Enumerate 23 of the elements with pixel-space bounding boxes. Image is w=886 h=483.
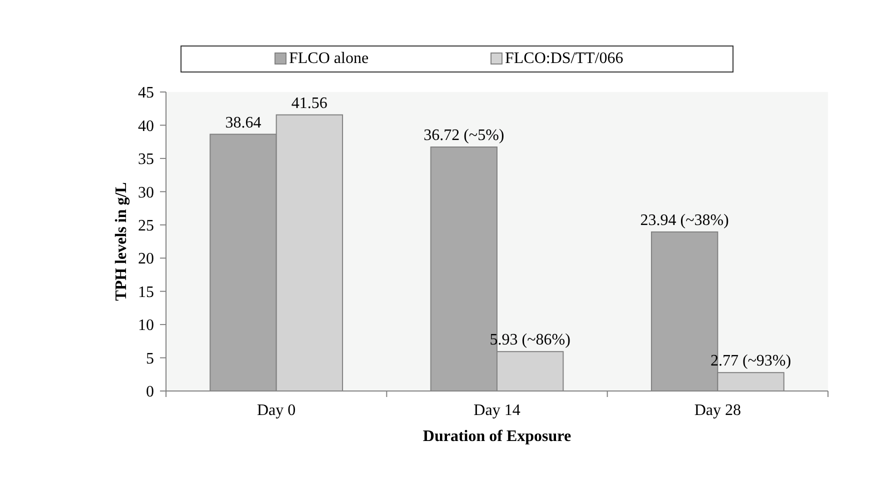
y-tick-label: 20 bbox=[138, 250, 154, 268]
y-axis-title: TPH levels in g/L bbox=[113, 182, 130, 301]
x-tick-label: Day 0 bbox=[257, 402, 296, 419]
y-tick-label: 0 bbox=[146, 384, 154, 401]
y-tick-label: 40 bbox=[138, 118, 154, 135]
x-tick-label: Day 14 bbox=[474, 402, 520, 419]
y-tick-label: 5 bbox=[146, 350, 154, 368]
data-label: 36.72 (~5%) bbox=[424, 127, 504, 144]
y-tick-label: 35 bbox=[138, 151, 154, 168]
data-label: 41.56 bbox=[291, 94, 328, 112]
x-axis-title: Duration of Exposure bbox=[422, 428, 572, 445]
y-tick-label: 45 bbox=[138, 84, 154, 102]
data-label: 5.93 (~86%) bbox=[490, 332, 570, 349]
legend-label: FLCO:DS/TT/066 bbox=[505, 50, 624, 67]
data-label: 38.64 bbox=[225, 114, 262, 132]
legend-label: FLCO alone bbox=[289, 50, 369, 67]
y-tick-label: 15 bbox=[138, 284, 154, 301]
data-label: 23.94 (~38%) bbox=[640, 212, 729, 229]
y-tick-label: 10 bbox=[138, 317, 154, 334]
y-tick-label: 25 bbox=[138, 217, 154, 234]
y-tick-label: 30 bbox=[138, 184, 154, 202]
x-tick-label: Day 28 bbox=[694, 402, 741, 419]
data-label: 2.77 (~93%) bbox=[710, 352, 792, 370]
